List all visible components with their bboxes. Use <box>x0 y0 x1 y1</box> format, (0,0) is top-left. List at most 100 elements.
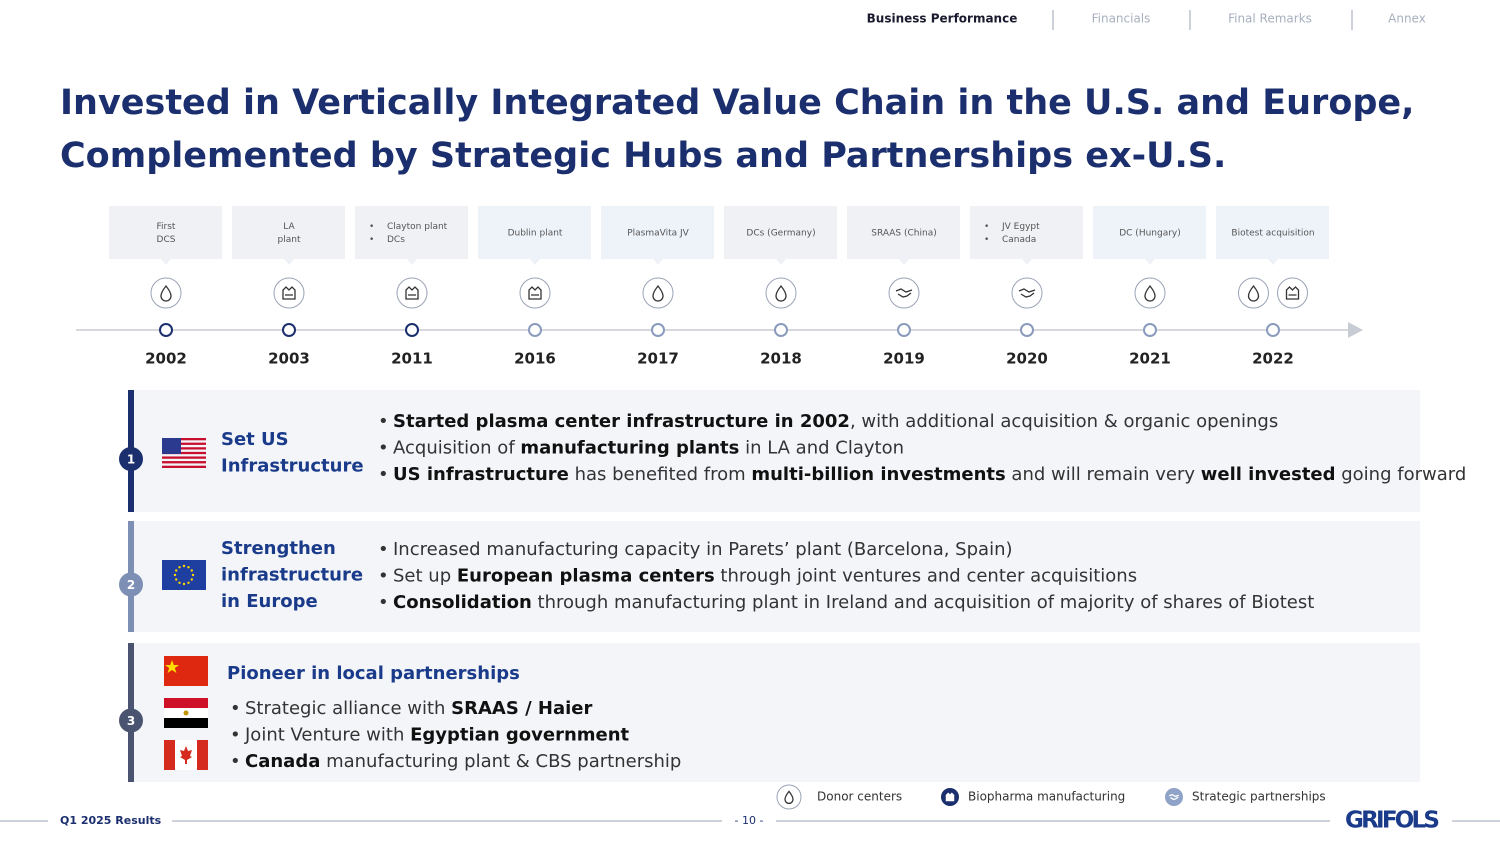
milestone-pointer <box>1145 259 1155 265</box>
icon-manufacturing <box>1277 277 1308 309</box>
band <box>164 718 208 728</box>
icon-donor <box>150 277 182 309</box>
bullet-segment: Canada <box>245 751 320 772</box>
bullet-segment: Acquisition of <box>393 438 520 459</box>
legend-label: Donor centers <box>817 790 902 804</box>
pillar-number: 3 <box>127 714 135 728</box>
handshake <box>895 288 913 298</box>
pillar-heading: Strengthen <box>221 538 336 559</box>
bullet-segment: Strategic alliance with <box>245 698 451 719</box>
icon-donor <box>1238 277 1269 309</box>
flag-ca <box>164 740 208 770</box>
legend-label: Strategic partnerships <box>1192 790 1326 804</box>
icon-manufacturing <box>941 788 959 806</box>
timeline-dot <box>1143 323 1157 337</box>
bullet-segment: in LA and Clayton <box>739 438 904 459</box>
bullet-segment: Joint Venture with <box>244 725 410 746</box>
pillar-number-circle <box>119 447 143 471</box>
bullet-segment: Consolidation <box>393 592 532 613</box>
field <box>164 656 208 686</box>
stripe <box>162 447 206 450</box>
icon-partnership <box>1165 788 1183 806</box>
drop <box>652 284 664 302</box>
milestone-pointer <box>284 259 294 265</box>
timeline-dot <box>405 323 419 337</box>
icon-circle <box>519 277 551 309</box>
drop <box>1247 284 1260 302</box>
milestone-label: First <box>157 222 176 232</box>
milestone-pointer <box>530 259 540 265</box>
year: 2019 <box>883 350 925 368</box>
milestone-pointer <box>899 259 909 265</box>
bullet: Canada manufacturing plant & CBS partner… <box>245 751 681 772</box>
building <box>405 286 419 300</box>
icon-manufacturing <box>273 277 305 309</box>
year: 2011 <box>391 350 433 368</box>
timeline-dot <box>528 323 542 337</box>
star <box>191 573 195 577</box>
bullet-segment: manufacturing plants <box>520 438 739 459</box>
milestone-box <box>601 206 714 259</box>
timeline-dot <box>774 323 788 337</box>
icon-manufacturing <box>396 277 428 309</box>
bullet-segment: , with additional acquisition & organic … <box>850 411 1278 432</box>
drop <box>1144 284 1156 302</box>
title: Invested in Vertically Integrated Value … <box>60 83 1414 123</box>
pillar-heading: Set US <box>221 429 289 450</box>
building <box>1285 286 1300 300</box>
timeline-dot <box>1020 323 1034 337</box>
bullet: US infrastructure has benefited from mul… <box>393 464 1466 485</box>
pillar-number-circle <box>119 708 143 733</box>
milestone-label: Dublin plant <box>508 229 563 239</box>
bullet-dot: • <box>230 725 241 746</box>
bullet-segment: manufacturing plant & CBS partnership <box>320 751 681 772</box>
bullet-segment: Set up <box>393 566 457 587</box>
star <box>190 578 193 581</box>
milestone-box <box>232 206 345 259</box>
icon-donor <box>1134 277 1166 309</box>
band <box>164 740 175 770</box>
drop <box>160 284 172 302</box>
milestone-label: LA <box>283 222 295 232</box>
year: 2020 <box>1006 350 1048 368</box>
bullet-segment: through joint ventures and center acquis… <box>715 566 1137 587</box>
bullet-segment: Increased manufacturing capacity in Pare… <box>393 539 1013 560</box>
building <box>528 286 542 300</box>
milestone-pointer <box>1268 259 1278 265</box>
pillar-heading: Pioneer in local partnerships <box>227 663 520 684</box>
icon-circle <box>642 277 674 309</box>
field <box>162 560 206 590</box>
title: Complemented by Strategic Hubs and Partn… <box>60 136 1226 176</box>
star <box>178 566 181 569</box>
pillar-number-circle <box>119 572 143 597</box>
pillar-heading: in Europe <box>221 591 318 612</box>
page-number: - 10 - <box>735 814 764 827</box>
nav-item: Financials <box>1092 12 1151 26</box>
flag-eg <box>164 698 208 728</box>
icon-circle <box>888 277 920 309</box>
bullet-segment: SRAAS / Haier <box>451 698 592 719</box>
icon-circle <box>765 277 797 309</box>
year: 2003 <box>268 350 310 368</box>
icon-circle <box>1277 277 1308 309</box>
milestone-pointer <box>1022 259 1032 265</box>
icon-circle <box>396 277 428 309</box>
icon-partnership <box>1011 277 1043 309</box>
eagle <box>183 710 189 716</box>
bullet-dot: • <box>378 411 389 432</box>
nav-item: Annex <box>1388 12 1426 26</box>
star <box>175 578 178 581</box>
star <box>165 660 179 673</box>
bullet-dot: • <box>378 592 389 613</box>
year: 2017 <box>637 350 679 368</box>
year: 2018 <box>760 350 802 368</box>
icon-donor <box>642 277 674 309</box>
milestone-label: DC (Hungary) <box>1119 229 1181 239</box>
star <box>182 582 186 586</box>
icon-circle <box>1011 277 1043 309</box>
bullet-segment: going forward <box>1336 464 1467 485</box>
milestone-pointer <box>776 259 786 265</box>
milestone-label: Canada <box>1002 235 1036 245</box>
milestone-label: DCs (Germany) <box>746 229 815 239</box>
